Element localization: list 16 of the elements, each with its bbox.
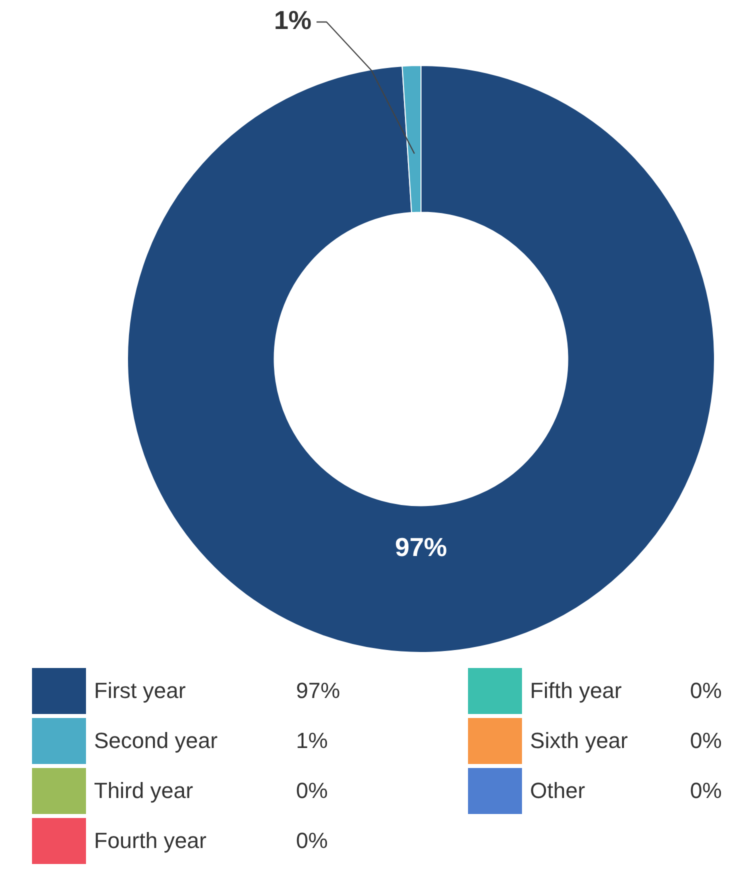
legend-label: Sixth year xyxy=(530,728,629,754)
text: 97% xyxy=(296,678,340,703)
text: 0% xyxy=(690,678,722,703)
text: 0% xyxy=(296,828,328,853)
text: 0% xyxy=(690,728,722,753)
legend-label: Second year xyxy=(94,728,219,754)
data-label: 97% xyxy=(394,532,448,562)
text: 0% xyxy=(296,778,328,803)
legend-label: First year xyxy=(94,678,187,704)
legend-label: Other xyxy=(530,778,586,804)
legend-label: Fifth year xyxy=(530,678,623,704)
text: 0% xyxy=(690,778,722,803)
legend-label: Fourth year xyxy=(94,828,208,854)
legend-label: Third year xyxy=(94,778,194,804)
text: 1% xyxy=(296,728,328,753)
data-label: 1% xyxy=(274,5,312,36)
